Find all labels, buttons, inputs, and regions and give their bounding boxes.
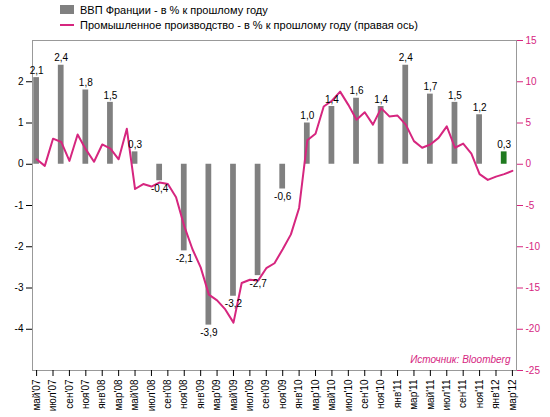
svg-text:0,3: 0,3: [497, 139, 511, 150]
svg-text:2,4: 2,4: [399, 52, 413, 63]
svg-text:сен'11: сен'11: [457, 379, 468, 408]
svg-text:янв'11: янв'11: [392, 379, 403, 408]
svg-text:1,5: 1,5: [448, 90, 462, 101]
svg-text:ноя'07: ноя'07: [80, 379, 91, 409]
svg-text:-0,6: -0,6: [274, 191, 292, 202]
svg-text:-15: -15: [526, 282, 541, 293]
svg-text:мар'08: мар'08: [113, 379, 124, 410]
svg-text:май'10: май'10: [326, 379, 337, 410]
svg-text:-4: -4: [15, 323, 24, 334]
svg-text:сен'09: сен'09: [260, 379, 271, 409]
svg-text:-1: -1: [15, 200, 24, 211]
svg-text:1,2: 1,2: [473, 102, 487, 113]
svg-text:-10: -10: [526, 241, 541, 252]
svg-text:мар'12: мар'12: [507, 379, 518, 410]
svg-text:-3: -3: [15, 282, 24, 293]
svg-text:-3,2: -3,2: [225, 298, 243, 309]
svg-text:-25: -25: [526, 365, 541, 376]
svg-text:июл'09: июл'09: [244, 379, 255, 411]
svg-text:1,6: 1,6: [350, 85, 364, 96]
svg-text:июл'08: июл'08: [146, 379, 157, 411]
svg-text:1,4: 1,4: [374, 94, 388, 105]
svg-text:2,4: 2,4: [54, 52, 68, 63]
svg-text:май'07: май'07: [31, 379, 42, 410]
svg-text:1,4: 1,4: [325, 94, 339, 105]
svg-text:янв'12: янв'12: [490, 379, 501, 409]
svg-text:июл'11: июл'11: [441, 379, 452, 410]
svg-text:1,5: 1,5: [103, 90, 117, 101]
svg-text:янв'08: янв'08: [96, 379, 107, 409]
svg-text:ноя'08: ноя'08: [178, 379, 189, 409]
svg-text:май'09: май'09: [228, 379, 239, 410]
svg-text:июл'07: июл'07: [47, 379, 58, 411]
svg-text:0: 0: [526, 158, 532, 169]
svg-text:сен'08: сен'08: [162, 379, 173, 409]
svg-text:-20: -20: [526, 323, 541, 334]
svg-text:15: 15: [526, 35, 538, 46]
svg-text:1,8: 1,8: [79, 77, 93, 88]
html-text:Промышленное производство - в: Промышленное производство - в % к прошло…: [80, 18, 418, 31]
svg-text:5: 5: [526, 117, 532, 128]
svg-text:2,1: 2,1: [30, 65, 44, 76]
svg-text:янв'10: янв'10: [293, 379, 304, 409]
svg-text:май'08: май'08: [129, 379, 140, 410]
svg-text:май'11: май'11: [425, 379, 436, 410]
svg-text:ноя'11: ноя'11: [474, 379, 485, 408]
svg-text:ноя'10: ноя'10: [375, 379, 386, 409]
svg-text:2: 2: [18, 76, 24, 87]
svg-text:сен'10: сен'10: [359, 379, 370, 409]
svg-text:-5: -5: [526, 200, 535, 211]
svg-text:мар'10: мар'10: [310, 379, 321, 410]
svg-text:-2,7: -2,7: [249, 278, 267, 289]
svg-text:-0,4: -0,4: [151, 183, 169, 194]
html-text:ВВП Франции - в % к прошлому г: ВВП Франции - в % к прошлому году: [80, 3, 268, 16]
svg-text:1,7: 1,7: [423, 81, 437, 92]
svg-text:1: 1: [18, 117, 24, 128]
svg-text:Источник: Bloomberg: Источник: Bloomberg: [410, 354, 511, 365]
svg-text:мар'11: мар'11: [408, 379, 419, 410]
svg-text:0,3: 0,3: [128, 139, 142, 150]
svg-text:-2: -2: [15, 241, 24, 252]
svg-text:1,0: 1,0: [300, 110, 314, 121]
svg-text:июл'10: июл'10: [343, 379, 354, 411]
svg-text:сен'07: сен'07: [64, 379, 75, 409]
svg-text:ноя'09: ноя'09: [277, 379, 288, 409]
svg-text:-2,1: -2,1: [176, 253, 194, 264]
svg-text:10: 10: [526, 76, 538, 87]
svg-text:0: 0: [18, 158, 24, 169]
svg-text:янв'09: янв'09: [195, 379, 206, 409]
svg-text:мар'09: мар'09: [211, 379, 222, 410]
svg-text:-3,9: -3,9: [200, 327, 218, 338]
